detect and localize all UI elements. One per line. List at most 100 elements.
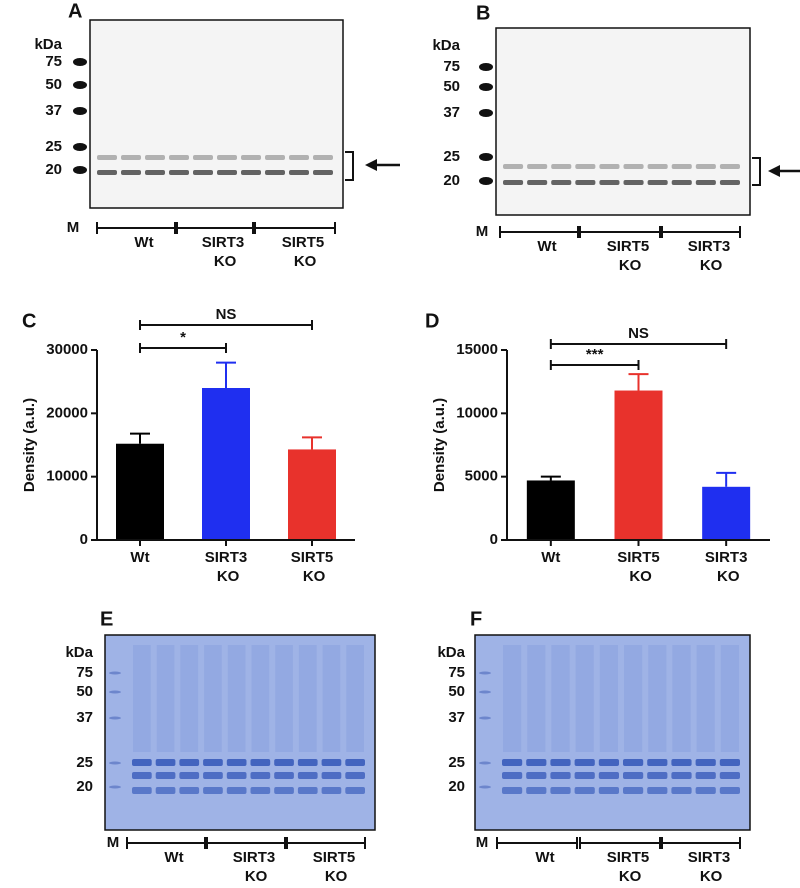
- y-axis-label: Density (a.u.): [21, 398, 38, 492]
- lane-smear: [503, 645, 522, 752]
- group-line: [661, 837, 741, 849]
- significance-bracket: [139, 343, 227, 353]
- sample-band: [719, 787, 740, 794]
- lane-smear: [346, 645, 364, 752]
- marker-label: 20: [443, 172, 460, 189]
- lane-smear: [599, 645, 618, 752]
- ladder-band: [73, 143, 87, 151]
- marker-label: 20: [76, 778, 93, 795]
- significance-label: *: [180, 329, 186, 346]
- sample-band: [203, 759, 223, 766]
- significance-bracket: [549, 360, 640, 370]
- sample-band: [226, 787, 247, 794]
- bar: [614, 390, 663, 540]
- lane-smear: [204, 645, 222, 752]
- marker-label: 20: [45, 161, 62, 178]
- sample-band: [623, 164, 644, 169]
- lane-smear: [575, 645, 594, 752]
- sample-band: [297, 772, 318, 779]
- sample-band: [574, 772, 595, 779]
- y-tick-label: 0: [80, 531, 88, 548]
- sample-band: [599, 164, 620, 169]
- sample-band: [598, 787, 619, 794]
- blot-image: [495, 27, 751, 216]
- sample-band: [647, 787, 668, 794]
- blot-image: [89, 19, 344, 209]
- sample-band: [155, 787, 176, 794]
- group-line: [176, 222, 254, 234]
- ladder-band: [73, 107, 87, 115]
- sample-band: [321, 759, 342, 766]
- sample-band: [695, 759, 716, 766]
- group-line: [126, 837, 206, 849]
- y-tick-label: 10000: [46, 468, 88, 485]
- sample-band: [526, 772, 547, 779]
- ladder-band: [73, 166, 87, 174]
- group-label: SIRT3 KO: [688, 849, 731, 883]
- sample-band: [97, 170, 117, 175]
- group-label: Wt: [535, 849, 554, 866]
- sample-band: [241, 155, 261, 160]
- sample-band: [226, 772, 247, 779]
- panel-label: C: [22, 310, 36, 332]
- significance-label: NS: [216, 306, 237, 323]
- sample-band: [695, 787, 716, 794]
- group-line: [661, 226, 741, 238]
- sample-band: [297, 759, 318, 766]
- sample-band: [345, 759, 365, 766]
- group-line: [579, 837, 661, 849]
- lane-smear: [322, 645, 341, 752]
- sample-band: [526, 787, 547, 794]
- significance-bracket: [139, 320, 313, 330]
- group-label: Wt: [134, 234, 153, 251]
- bar: [526, 480, 575, 540]
- sample-band: [250, 772, 271, 779]
- sample-band: [647, 772, 668, 779]
- sample-band: [132, 787, 152, 794]
- sample-band: [671, 164, 692, 169]
- sample-band: [719, 759, 740, 766]
- sample-band: [502, 772, 523, 779]
- group-line: [499, 226, 579, 238]
- ladder-band: [479, 83, 493, 91]
- bar: [116, 443, 164, 540]
- ladder-band: [73, 58, 87, 66]
- x-tick-label: SIRT5 KO: [291, 549, 334, 585]
- marker-label: 50: [76, 683, 93, 700]
- unit-label: kDa: [437, 644, 465, 661]
- group-label: Wt: [537, 238, 556, 255]
- ladder-band: [109, 785, 121, 789]
- marker-label: 50: [448, 683, 465, 700]
- sample-band: [503, 164, 524, 169]
- group-label: SIRT3 KO: [233, 849, 276, 883]
- marker-label: 37: [443, 104, 460, 121]
- lane-smear: [180, 645, 199, 752]
- sample-band: [550, 759, 571, 766]
- sample-band: [623, 759, 644, 766]
- sample-band: [145, 155, 165, 160]
- sample-band: [695, 164, 716, 169]
- lane-smear: [624, 645, 643, 752]
- lane-smear: [720, 645, 739, 752]
- lane-smear: [672, 645, 691, 752]
- panel-label: B: [476, 2, 490, 24]
- sample-band: [297, 787, 318, 794]
- sample-band: [313, 170, 333, 175]
- sample-band: [502, 759, 523, 766]
- sample-band: [217, 170, 237, 175]
- marker-lane-label: M: [476, 834, 489, 851]
- marker-label: 25: [448, 754, 465, 771]
- sample-band: [719, 164, 740, 169]
- group-line: [579, 226, 661, 238]
- ladder-band: [479, 671, 491, 675]
- blot-image: [104, 634, 376, 831]
- sample-band: [217, 155, 237, 160]
- x-tick-label: Wt: [541, 549, 560, 566]
- sample-band: [598, 759, 619, 766]
- bar: [202, 388, 250, 540]
- sample-band: [575, 164, 596, 169]
- sample-band: [623, 772, 644, 779]
- lane-smear: [298, 645, 317, 752]
- lane-smear: [227, 645, 246, 752]
- sample-band: [503, 180, 524, 185]
